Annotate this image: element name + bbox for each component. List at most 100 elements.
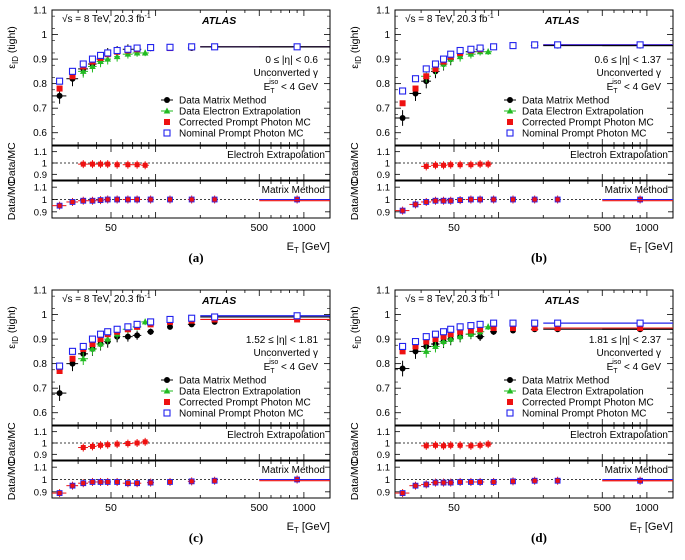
- point-corrected-prompt-photon-mc: [423, 338, 430, 345]
- legend-marker: [506, 387, 514, 394]
- point-nominal-prompt-photon-mc: [188, 43, 196, 51]
- ratio2-point-open: [167, 196, 173, 203]
- legend-label: Data Matrix Method: [522, 96, 609, 107]
- point-corrected-prompt-photon-mc: [423, 73, 430, 80]
- legend-label: Corrected Prompt Photon MC: [179, 118, 311, 129]
- point-data-matrix-method: [147, 328, 154, 335]
- ratio2-point-open: [97, 197, 104, 204]
- ratio1-title: Electron Extrapolation: [570, 150, 668, 161]
- point-nominal-prompt-photon-mc: [447, 325, 455, 333]
- ratio2-point: [491, 197, 497, 202]
- legend-label: Corrected Prompt Photon MC: [179, 398, 311, 409]
- point-data-electron-extrapolation: [456, 333, 464, 340]
- ratio2-point-open: [69, 199, 76, 205]
- ratio1-point: [457, 162, 463, 168]
- point-data-electron-extrapolation: [124, 50, 132, 57]
- ratio1-point: [134, 162, 140, 168]
- isolation-label-part: T: [613, 368, 618, 375]
- energy-label: √s = 8 TeV, 20.3 fb-1: [405, 293, 494, 305]
- point-data-electron-extrapolation: [89, 345, 96, 352]
- ratio-y-tick-label: 1: [42, 439, 47, 450]
- ratio-y-tick-label: 0.9: [377, 170, 390, 181]
- ratio2-title: Matrix Method: [262, 465, 325, 476]
- isolation-label: ETiso < 4 GeV: [607, 359, 662, 375]
- point-nominal-prompt-photon-mc: [113, 325, 121, 333]
- eta-range-label: 0 ≤ |η| < 0.6: [265, 55, 318, 66]
- ratio2-point-open: [490, 196, 497, 203]
- x-axis-label: ET [GeV]: [630, 241, 673, 255]
- ratio2-point: [125, 480, 131, 486]
- ratio1-point: [89, 443, 95, 449]
- point-nominal-prompt-photon-mc: [79, 60, 87, 68]
- ratio2-point-open: [399, 207, 406, 214]
- ratio2-point: [423, 481, 429, 487]
- conversion-label: Unconverted γ: [254, 68, 318, 79]
- isolation-label-part: iso: [269, 79, 278, 86]
- ratio2-point: [441, 480, 447, 486]
- ratio2-point: [468, 479, 474, 485]
- ratio2-point: [457, 479, 463, 485]
- ratio2-point-open: [531, 196, 538, 203]
- ratio2-point: [114, 479, 120, 485]
- ratio2-point: [134, 197, 140, 202]
- ratio1-point: [432, 162, 438, 168]
- point-corrected-prompt-photon-mc: [399, 348, 406, 355]
- point-data-electron-extrapolation: [133, 49, 141, 56]
- legend-label: Data Electron Extrapolation: [179, 387, 301, 398]
- point-nominal-prompt-photon-mc: [133, 44, 141, 52]
- ratio1-point: [98, 161, 104, 167]
- y-tick-label: 0.7: [33, 384, 47, 395]
- ratio2-point-open: [423, 199, 430, 205]
- y-axis-label-part: ID: [11, 336, 20, 344]
- ratio1-point: [423, 443, 429, 449]
- ratio1-point: [114, 441, 120, 447]
- point-corrected-prompt-photon-mc: [490, 325, 497, 332]
- y-axis-label-part: ε: [349, 64, 361, 69]
- ratio-y-tick-label: 1.1: [34, 147, 47, 158]
- legend-marker: [163, 107, 171, 114]
- ratio1-point: [125, 162, 131, 168]
- ratio-y-tick-label: 0.9: [377, 487, 390, 498]
- ratio1-point: [448, 442, 454, 448]
- y-tick-label: 0.6: [376, 128, 390, 139]
- ratio2-point-open: [399, 490, 406, 496]
- x-axis-label-part: [GeV]: [642, 241, 673, 253]
- ratio-y-tick-label: 0.9: [377, 450, 390, 461]
- ratio2-point: [477, 197, 483, 202]
- legend-label: Nominal Prompt Photon MC: [179, 129, 304, 140]
- point-corrected-prompt-photon-mc: [56, 85, 63, 92]
- ratio2-point: [167, 479, 173, 485]
- y-axis-label-part: (tight): [6, 26, 18, 56]
- isolation-label: ETiso < 4 GeV: [264, 359, 319, 375]
- ratio-y-tick-label: 1: [42, 195, 47, 206]
- y-axis-label: εID (tight): [6, 26, 20, 68]
- ratio2-point-open: [56, 490, 63, 496]
- point-nominal-prompt-photon-mc: [88, 55, 97, 63]
- y-tick-label: 1: [384, 30, 390, 41]
- ratio1-point: [477, 442, 483, 448]
- ratio2-point-open: [114, 479, 121, 485]
- ratio2-point: [212, 197, 218, 202]
- energy-label-sup: -1: [488, 13, 494, 20]
- ratio2-point-open: [423, 481, 430, 488]
- point-nominal-prompt-photon-mc: [456, 46, 464, 55]
- point-nominal-prompt-photon-mc: [476, 44, 484, 52]
- ratio2-point-open: [477, 479, 484, 485]
- energy-label: √s = 8 TeV, 20.3 fb-1: [62, 13, 151, 25]
- x-tick-label: 50: [448, 502, 460, 514]
- isolation-label-part: E: [607, 362, 614, 373]
- point-nominal-prompt-photon-mc: [509, 319, 517, 327]
- ratio2-y-label: Data/MC: [6, 458, 18, 500]
- ratio-y-tick-label: 1: [42, 159, 47, 170]
- x-tick-label: 500: [250, 502, 268, 514]
- ratio-y-tick-label: 1: [385, 439, 390, 450]
- y-tick-label: 0.6: [376, 408, 390, 419]
- ratio-y-tick-label: 1.1: [34, 427, 47, 438]
- legend-marker: [507, 399, 513, 405]
- y-tick-label: 0.8: [376, 359, 390, 370]
- ratio2-point-open: [56, 202, 63, 209]
- point-nominal-prompt-photon-mc: [422, 65, 430, 73]
